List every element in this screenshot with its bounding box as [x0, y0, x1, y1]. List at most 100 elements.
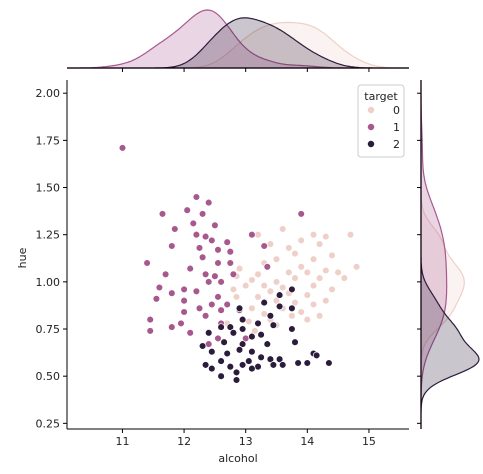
axes: 11 12 13 14 150.250.500.751.001.251.501.752.… — [36, 80, 409, 448]
data-point-series-1 — [211, 272, 219, 280]
data-point-series-0 — [254, 270, 262, 279]
data-point-series-1 — [226, 259, 235, 267]
data-point-series-1 — [146, 315, 154, 324]
data-point-series-1 — [226, 247, 235, 256]
data-point-series-0 — [272, 278, 281, 286]
right-kde-series-1 — [420, 80, 448, 429]
data-point-series-2 — [269, 361, 278, 369]
data-point-series-2 — [291, 338, 299, 346]
data-point-series-0 — [266, 240, 275, 248]
data-point-series-1 — [248, 230, 256, 239]
legend-label-1: 1 — [393, 121, 400, 134]
data-point-series-2 — [208, 364, 216, 373]
data-point-series-2 — [275, 302, 284, 311]
data-point-series-0 — [303, 291, 312, 299]
data-point-series-2 — [226, 362, 235, 371]
data-point-series-0 — [352, 263, 361, 271]
y-tick-label: 1.25 — [36, 229, 61, 242]
data-point-series-1 — [260, 242, 268, 250]
data-point-series-0 — [346, 230, 355, 239]
data-point-series-0 — [315, 312, 324, 320]
x-tick-label: 15 — [362, 435, 376, 448]
y-tick-label: 2.00 — [36, 87, 61, 100]
data-point-series-0 — [266, 287, 275, 296]
data-point-series-0 — [260, 310, 268, 318]
data-point-series-0 — [303, 315, 312, 324]
data-point-series-2 — [198, 342, 207, 350]
x-tick-label: 12 — [177, 435, 191, 448]
data-point-series-1 — [217, 306, 225, 314]
data-point-series-1 — [208, 236, 216, 245]
legend-marker-1 — [367, 123, 375, 131]
data-point-series-2 — [245, 357, 253, 365]
data-point-series-0 — [328, 251, 336, 260]
data-point-series-0 — [232, 293, 241, 301]
data-point-series-2 — [288, 325, 296, 333]
data-point-series-1 — [204, 278, 213, 286]
data-point-series-1 — [171, 225, 179, 233]
data-point-series-0 — [309, 255, 318, 263]
data-point-series-2 — [232, 376, 241, 384]
scatter-points — [118, 144, 361, 384]
data-point-series-1 — [177, 319, 185, 328]
data-point-series-0 — [254, 293, 262, 301]
data-point-series-0 — [251, 327, 259, 335]
data-point-series-1 — [168, 242, 176, 250]
data-point-series-2 — [217, 357, 225, 365]
data-point-series-1 — [211, 221, 219, 230]
y-tick-label: 1.75 — [36, 134, 61, 147]
data-point-series-2 — [235, 346, 244, 354]
data-point-series-0 — [291, 298, 299, 307]
data-point-series-0 — [315, 240, 324, 248]
y-tick-label: 0.25 — [36, 417, 61, 430]
data-point-series-1 — [168, 289, 176, 297]
data-point-series-0 — [260, 281, 268, 290]
legend-label-2: 2 — [393, 138, 400, 151]
data-point-series-2 — [232, 368, 241, 377]
data-point-series-1 — [152, 295, 161, 303]
data-point-series-0 — [291, 249, 299, 258]
data-point-series-1 — [214, 293, 222, 301]
data-point-series-0 — [235, 264, 244, 273]
data-point-series-1 — [201, 270, 210, 279]
data-point-series-0 — [272, 296, 281, 305]
data-point-series-1 — [208, 300, 216, 309]
data-point-series-2 — [248, 364, 256, 373]
data-point-series-2 — [223, 349, 231, 358]
data-point-series-2 — [248, 347, 256, 356]
data-point-series-2 — [217, 372, 225, 380]
data-point-series-0 — [322, 296, 330, 305]
data-point-series-1 — [223, 238, 231, 246]
data-point-series-2 — [217, 323, 225, 331]
legend-box — [357, 84, 405, 158]
data-point-series-1 — [192, 193, 201, 201]
data-point-series-0 — [291, 274, 299, 282]
x-axis-label: alcohol — [218, 452, 257, 465]
data-point-series-1 — [155, 283, 164, 292]
legend-marker-0 — [367, 106, 375, 114]
data-point-series-1 — [146, 327, 154, 335]
data-point-series-0 — [334, 268, 342, 277]
data-point-series-2 — [204, 329, 213, 337]
data-point-series-0 — [322, 266, 330, 275]
data-point-series-0 — [340, 274, 349, 282]
data-point-series-2 — [278, 361, 287, 369]
data-point-series-0 — [248, 304, 256, 313]
data-point-series-0 — [309, 300, 318, 309]
data-point-series-1 — [186, 329, 194, 337]
x-tick-label: 14 — [300, 435, 314, 448]
data-point-series-0 — [328, 285, 336, 294]
y-axis-label: hue — [16, 247, 29, 268]
data-point-series-1 — [263, 263, 272, 271]
x-tick-label: 11 — [115, 435, 129, 448]
data-point-series-2 — [229, 329, 238, 337]
data-point-series-2 — [201, 361, 210, 369]
x-tick-label: 13 — [239, 435, 253, 448]
data-point-series-2 — [260, 298, 268, 307]
data-point-series-1 — [118, 144, 127, 152]
data-point-series-2 — [294, 359, 302, 367]
data-point-series-2 — [238, 315, 247, 324]
data-point-series-1 — [217, 278, 225, 286]
data-point-series-2 — [266, 355, 275, 363]
